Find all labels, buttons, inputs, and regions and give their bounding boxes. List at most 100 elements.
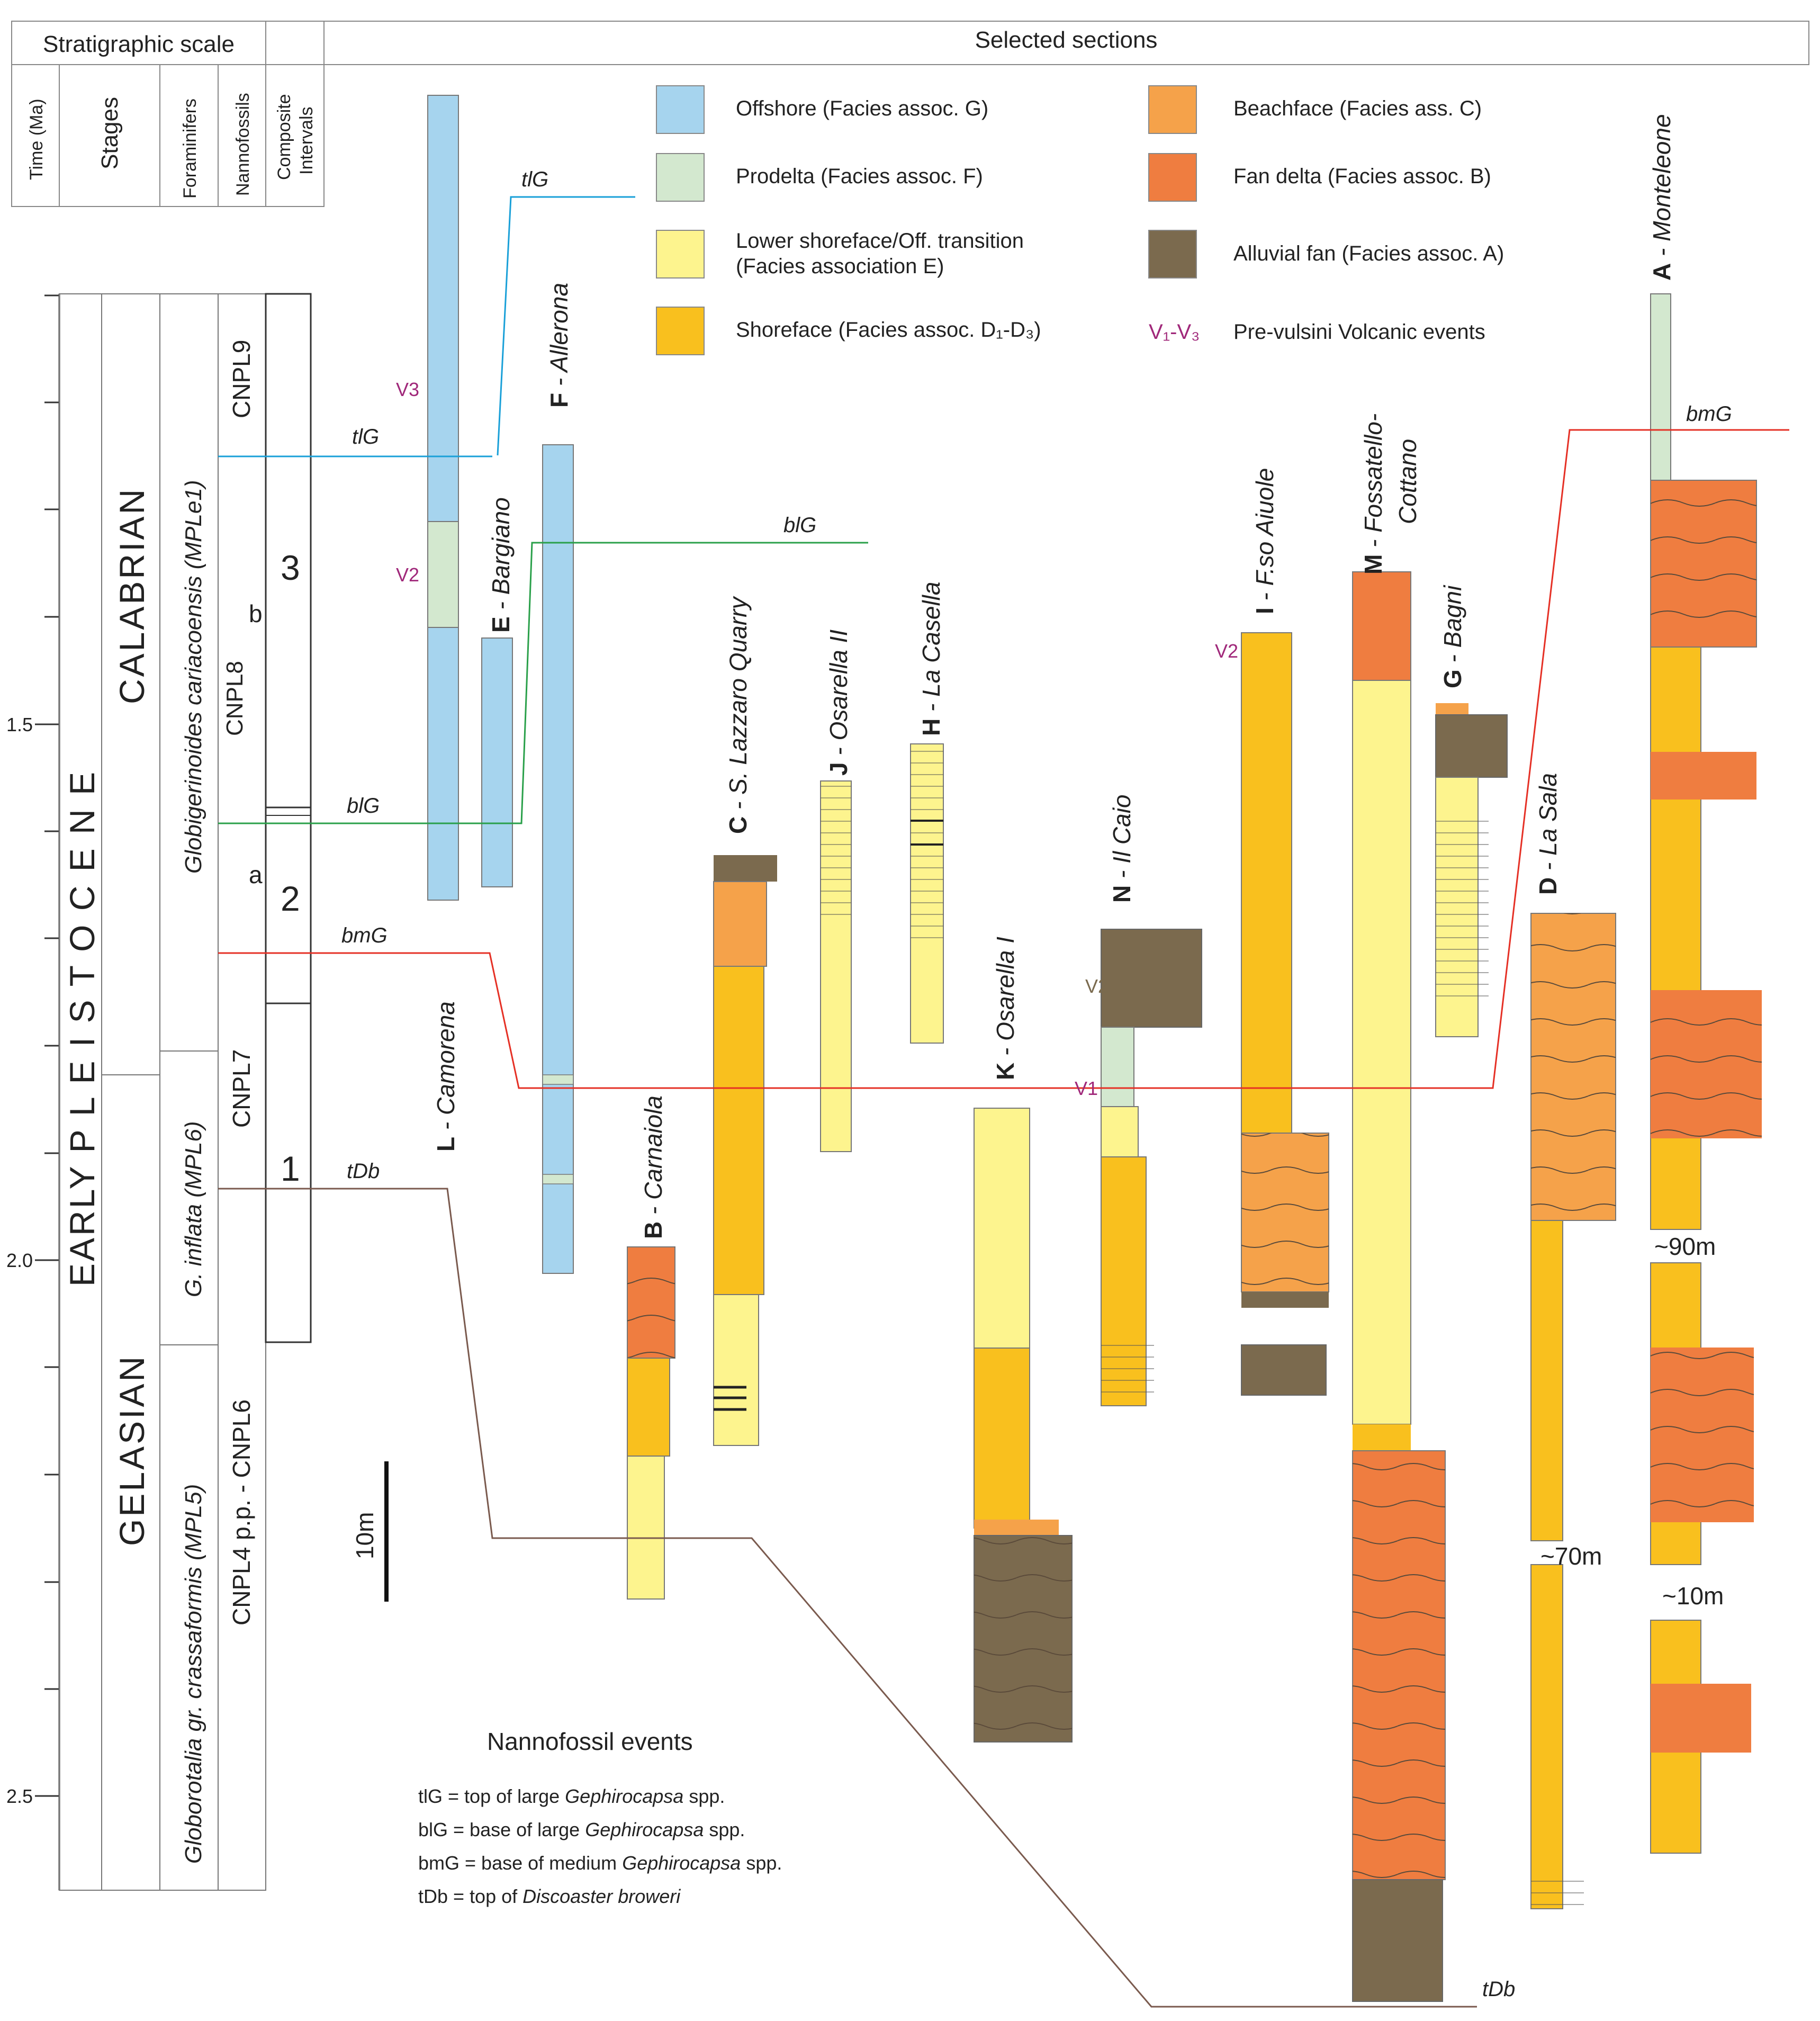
event-tDb-scale: tDb xyxy=(347,1160,380,1183)
volcanic-v3: V3 xyxy=(396,379,419,400)
section-label-F: F - Allerona xyxy=(545,283,573,408)
stages-header: Stages xyxy=(97,97,123,169)
legend-fandelta: Fan delta (Facies assoc. B) xyxy=(1233,165,1491,188)
volcanic-v2-L: V2 xyxy=(396,564,419,586)
section-label-K: K - Osarella I xyxy=(992,937,1019,1080)
legend-lower-shoreface-2: (Facies association E) xyxy=(736,255,944,278)
bmG-line xyxy=(218,429,1789,1089)
sub-zone-b: b xyxy=(249,600,263,627)
interval-1: 1 xyxy=(281,1149,302,1188)
nanno-event-4: tDb = top of Discoaster broweri xyxy=(418,1885,681,1907)
foraminifers-header: Foraminifers xyxy=(180,98,200,199)
correlation-lines xyxy=(218,196,1789,2008)
section-label-G: G - Bagni xyxy=(1439,585,1466,688)
section-label-A: A - Monteleone xyxy=(1648,114,1675,281)
event-blG-scale: blG xyxy=(347,794,380,818)
nanno-cnpl7: CNPL7 xyxy=(228,1049,255,1128)
legend-offshore: Offshore (Facies assoc. G) xyxy=(736,97,988,120)
section-column-N xyxy=(1101,929,1202,1406)
section-column-F xyxy=(542,444,574,1274)
gap-10m: ~10m xyxy=(1662,1582,1724,1610)
gap-70m: ~70m xyxy=(1540,1542,1602,1570)
tick-2-0: 2.0 xyxy=(6,1250,33,1271)
volcanic-v1: V1 xyxy=(1075,1077,1098,1099)
tick-2-5: 2.5 xyxy=(6,1785,33,1807)
section-column-D xyxy=(1530,913,1616,1909)
time-header: Time (Ma) xyxy=(26,98,47,180)
section-label-M: M - Fossatello- xyxy=(1359,414,1387,574)
nanno-cnpl4-6: CNPL4 p.p. - CNPL6 xyxy=(228,1399,255,1625)
section-column-G xyxy=(1435,703,1508,1037)
volcanic-markers: V3 V2 V2 V2 V1 xyxy=(396,379,1238,1099)
nanno-cnpl8: CNPL8 xyxy=(222,661,248,736)
legend-prodelta: Prodelta (Facies assoc. F) xyxy=(736,165,983,188)
section-label-N: N - Il Caio xyxy=(1108,794,1136,903)
section-label-J: J - Osarella II xyxy=(825,630,852,776)
stage-calabrian: CALABRIAN xyxy=(112,487,151,704)
section-label-C: C - S. Lazzaro Quarry xyxy=(724,596,752,834)
section-label-D: D - La Sala xyxy=(1534,773,1562,895)
foram-mid: G. inflata (MPL6) xyxy=(181,1121,206,1297)
legend-alluvial: Alluvial fan (Facies assoc. A) xyxy=(1233,242,1504,265)
event-bmG-scale: bmG xyxy=(341,924,388,947)
intervals-header: Intervals xyxy=(296,107,317,175)
gap-90m: ~90m xyxy=(1654,1233,1716,1260)
interval-2: 2 xyxy=(281,879,302,918)
event-tlG-top: tlG xyxy=(521,168,548,191)
section-label-H: H - La Casella xyxy=(917,582,945,736)
legend: Offshore (Facies assoc. G) Prodelta (Fac… xyxy=(656,85,1504,355)
section-column-K xyxy=(974,1108,1073,1742)
selected-sections-title: Selected sections xyxy=(975,27,1158,53)
event-tDb-sec: tDb xyxy=(1482,1978,1515,2001)
section-label-I: I - F.so Aiuole xyxy=(1251,468,1278,614)
section-column-J xyxy=(820,780,852,1152)
stratigraphic-scale: 1.5 2.0 2.5 EARLY P L E I S T O C E N E … xyxy=(6,293,312,1891)
section-column-A xyxy=(1650,293,1762,1854)
event-tlG-scale: tlG xyxy=(352,425,379,448)
tDb-line xyxy=(218,1188,1477,2008)
event-bmG-sec: bmG xyxy=(1686,402,1732,426)
stage-gelasian: GELASIAN xyxy=(112,1354,151,1546)
header: Stratigraphic scale Selected sections Ti… xyxy=(11,21,1809,207)
interval-3: 3 xyxy=(281,548,302,587)
tlG-line-upper xyxy=(497,196,635,456)
nannofossil-events-note: Nannofossil events tlG = top of large Ge… xyxy=(418,1728,782,1907)
section-label-M-2: Cottano xyxy=(1394,439,1421,524)
foram-lower: Globorotalia gr. crassaformis (MPL5) xyxy=(181,1484,206,1864)
composite-header: Composite xyxy=(274,94,294,180)
scale-bar: 10m xyxy=(351,1461,389,1602)
strat-scale-title: Stratigraphic scale xyxy=(43,31,235,57)
legend-volcanic-symbol: V₁-V₃ xyxy=(1149,320,1200,344)
nanno-event-1: tlG = top of large Gephirocapsa spp. xyxy=(418,1785,725,1807)
legend-lower-shoreface: Lower shoreface/Off. transition xyxy=(736,229,1024,253)
sub-zone-a: a xyxy=(249,861,263,888)
volcanic-v2-I: V2 xyxy=(1215,640,1238,662)
section-column-M xyxy=(1352,571,1446,2002)
nanno-cnpl9: CNPL9 xyxy=(228,340,255,418)
section-column-I xyxy=(1241,632,1329,1396)
section-label-L: L - Camorena xyxy=(432,1001,459,1152)
nannofossils-header: Nannofossils xyxy=(233,93,253,196)
blG-line xyxy=(218,542,868,824)
section-column-E xyxy=(481,637,513,887)
section-label-B: B - Carnaiola xyxy=(639,1095,667,1239)
tick-1-5: 1.5 xyxy=(6,714,33,735)
legend-volcanic: Pre-vulsini Volcanic events xyxy=(1233,320,1485,344)
section-column-L xyxy=(427,95,459,901)
scale-bar-label: 10m xyxy=(351,1512,379,1559)
legend-shoreface: Shoreface (Facies assoc. D₁-D₃) xyxy=(736,318,1041,342)
nanno-events-title: Nannofossil events xyxy=(487,1728,693,1755)
nanno-event-2: blG = base of large Gephirocapsa spp. xyxy=(418,1819,745,1840)
event-blG-sec: blG xyxy=(783,514,816,537)
section-column-C xyxy=(713,855,777,1446)
section-label-E: E - Bargiano xyxy=(487,497,515,633)
foram-upper: Globigerinoides cariacoensis (MPLe1) xyxy=(181,480,206,874)
section-column-B xyxy=(627,1246,675,1600)
epoch-label: EARLY P L E I S T O C E N E xyxy=(62,770,102,1287)
section-column-H xyxy=(910,743,944,1044)
section-labels: L - Camorena E - Bargiano F - Allerona B… xyxy=(432,114,1675,1239)
legend-beachface: Beachface (Facies ass. C) xyxy=(1233,97,1482,120)
nanno-event-3: bmG = base of medium Gephirocapsa spp. xyxy=(418,1852,782,1874)
volcanic-v2-N: V2 xyxy=(1085,975,1109,997)
